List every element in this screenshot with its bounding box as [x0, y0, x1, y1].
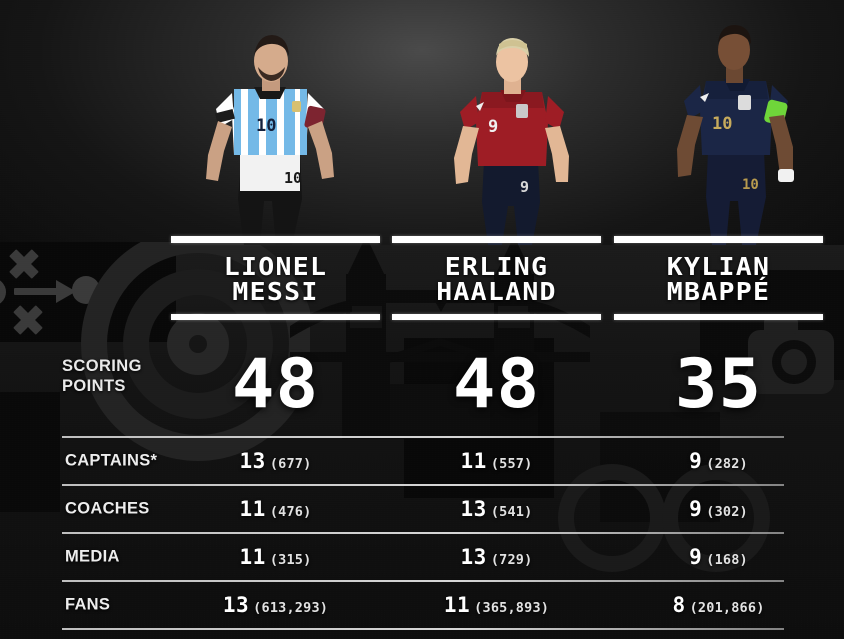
target-rings-icon [80, 242, 315, 462]
player-photo-row: 10 [0, 0, 844, 245]
background-numeral-decor [556, 422, 776, 622]
cell-coaches-mbappe: 9 (302) [614, 497, 823, 521]
cell-points: 11 [239, 545, 266, 569]
name-rule-bottom-mbappe [614, 314, 823, 320]
svg-text:9: 9 [488, 117, 498, 137]
scoring-points-label-line1: SCORING [62, 357, 142, 375]
cell-media-haaland: 13 (729) [392, 545, 601, 569]
player-first-name-haaland: ERLING [444, 252, 549, 281]
cell-votes: (476) [269, 504, 312, 520]
cell-points: 9 [689, 449, 703, 473]
cell-points: 13 [239, 449, 266, 473]
name-rule-bottom-messi [171, 314, 380, 320]
scoring-points-value-mbappe: 35 [674, 345, 763, 424]
player-last-name-messi: MESSI [232, 277, 319, 306]
cell-captains-messi: 13 (677) [171, 449, 380, 473]
cell-votes: (168) [706, 552, 748, 568]
player-name-messi: LIONEL MESSI [165, 243, 387, 314]
cell-fans-haaland: 11 (365,893) [392, 593, 601, 617]
player-photo-messi: 10 [180, 23, 360, 245]
row-label-coaches: COACHES [65, 499, 150, 518]
player-name-columns: LIONEL MESSI ERLING HAALAND KYLIAN MBAPP… [0, 236, 844, 346]
svg-text:9: 9 [520, 178, 529, 196]
table-row: FANS 13 (613,293) 11 (365,893) 8 (201,866) [62, 582, 784, 628]
name-rule-top-mbappe [614, 236, 823, 243]
cell-media-messi: 11 (315) [171, 545, 380, 569]
cell-points: 9 [689, 497, 703, 521]
svg-text:10: 10 [742, 177, 759, 193]
cell-points: 11 [460, 449, 487, 473]
scoring-points-value-haaland: 48 [452, 345, 541, 424]
tower-bridge-icon [290, 242, 590, 439]
row-label-media: MEDIA [65, 547, 120, 566]
bg-plate-left-2 [0, 392, 60, 512]
cell-votes: (729) [490, 552, 533, 568]
player-name-haaland: ERLING HAALAND [386, 243, 608, 314]
table-divider [62, 628, 784, 630]
table-row: MEDIA 11 (315) 13 (729) 9 (168) [62, 534, 784, 580]
svg-text:10: 10 [256, 116, 276, 136]
svg-text:10: 10 [712, 114, 732, 134]
cell-votes: (677) [269, 456, 312, 472]
cell-media-mbappe: 9 (168) [614, 545, 823, 569]
player-last-name-mbappe: MBAPPÉ [666, 277, 771, 306]
cell-votes: (557) [490, 456, 533, 472]
table-divider [62, 580, 784, 582]
cell-votes: (201,866) [689, 600, 765, 616]
player-column-mbappe: KYLIAN MBAPPÉ [614, 236, 823, 320]
scoring-points-row: SCORING POINTS 48 48 35 [0, 345, 844, 434]
name-rule-bottom-haaland [392, 314, 601, 320]
cell-votes: (541) [490, 504, 533, 520]
cell-captains-haaland: 11 (557) [392, 449, 601, 473]
row-label-captains: CAPTAINS* [65, 451, 158, 470]
cell-coaches-haaland: 13 (541) [392, 497, 601, 521]
cell-points: 13 [460, 545, 487, 569]
name-rule-top-haaland [392, 236, 601, 243]
cell-coaches-messi: 11 (476) [171, 497, 380, 521]
table-divider [62, 436, 784, 438]
table-divider [62, 532, 784, 534]
player-first-name-messi: LIONEL [223, 252, 328, 281]
player-column-haaland: ERLING HAALAND [392, 236, 601, 320]
background-icon-layer [0, 242, 844, 639]
cell-points: 9 [689, 545, 703, 569]
cell-votes: (613,293) [253, 600, 329, 616]
cell-fans-messi: 13 (613,293) [171, 593, 380, 617]
scoring-points-value-messi: 48 [231, 345, 320, 424]
table-row: COACHES 11 (476) 13 (541) 9 (302) [62, 486, 784, 532]
svg-text:10: 10 [284, 169, 302, 187]
cell-points: 13 [460, 497, 487, 521]
cell-votes: (282) [706, 456, 748, 472]
name-rule-top-messi [171, 236, 380, 243]
cell-votes: (365,893) [474, 600, 550, 616]
cell-votes: (302) [706, 504, 748, 520]
cell-points: 13 [222, 593, 250, 617]
player-name-mbappe: KYLIAN MBAPPÉ [608, 243, 830, 314]
row-label-fans: FANS [65, 595, 111, 614]
cell-points: 11 [239, 497, 266, 521]
camera-icon [742, 300, 844, 420]
player-photo-haaland: 9 9 [432, 30, 592, 245]
table-divider [62, 484, 784, 486]
voting-breakdown-table: CAPTAINS* 13 (677) 11 (557) 9 (282) COACHES… [62, 436, 784, 630]
player-first-name-mbappe: KYLIAN [666, 252, 771, 281]
cell-fans-mbappe: 8 (201,866) [614, 593, 823, 617]
scoring-points-label: SCORING POINTS [62, 356, 142, 396]
player-column-messi: LIONEL MESSI [171, 236, 380, 320]
player-last-name-haaland: HAALAND [436, 277, 557, 306]
cell-captains-mbappe: 9 (282) [614, 449, 823, 473]
player-photo-mbappe: 10 10 [650, 17, 820, 245]
cell-points: 8 [672, 593, 686, 617]
scoring-points-label-line2: POINTS [62, 377, 126, 395]
table-row: CAPTAINS* 13 (677) 11 (557) 9 (282) [62, 438, 784, 484]
cell-votes: (315) [269, 552, 312, 568]
cell-points: 11 [443, 593, 471, 617]
